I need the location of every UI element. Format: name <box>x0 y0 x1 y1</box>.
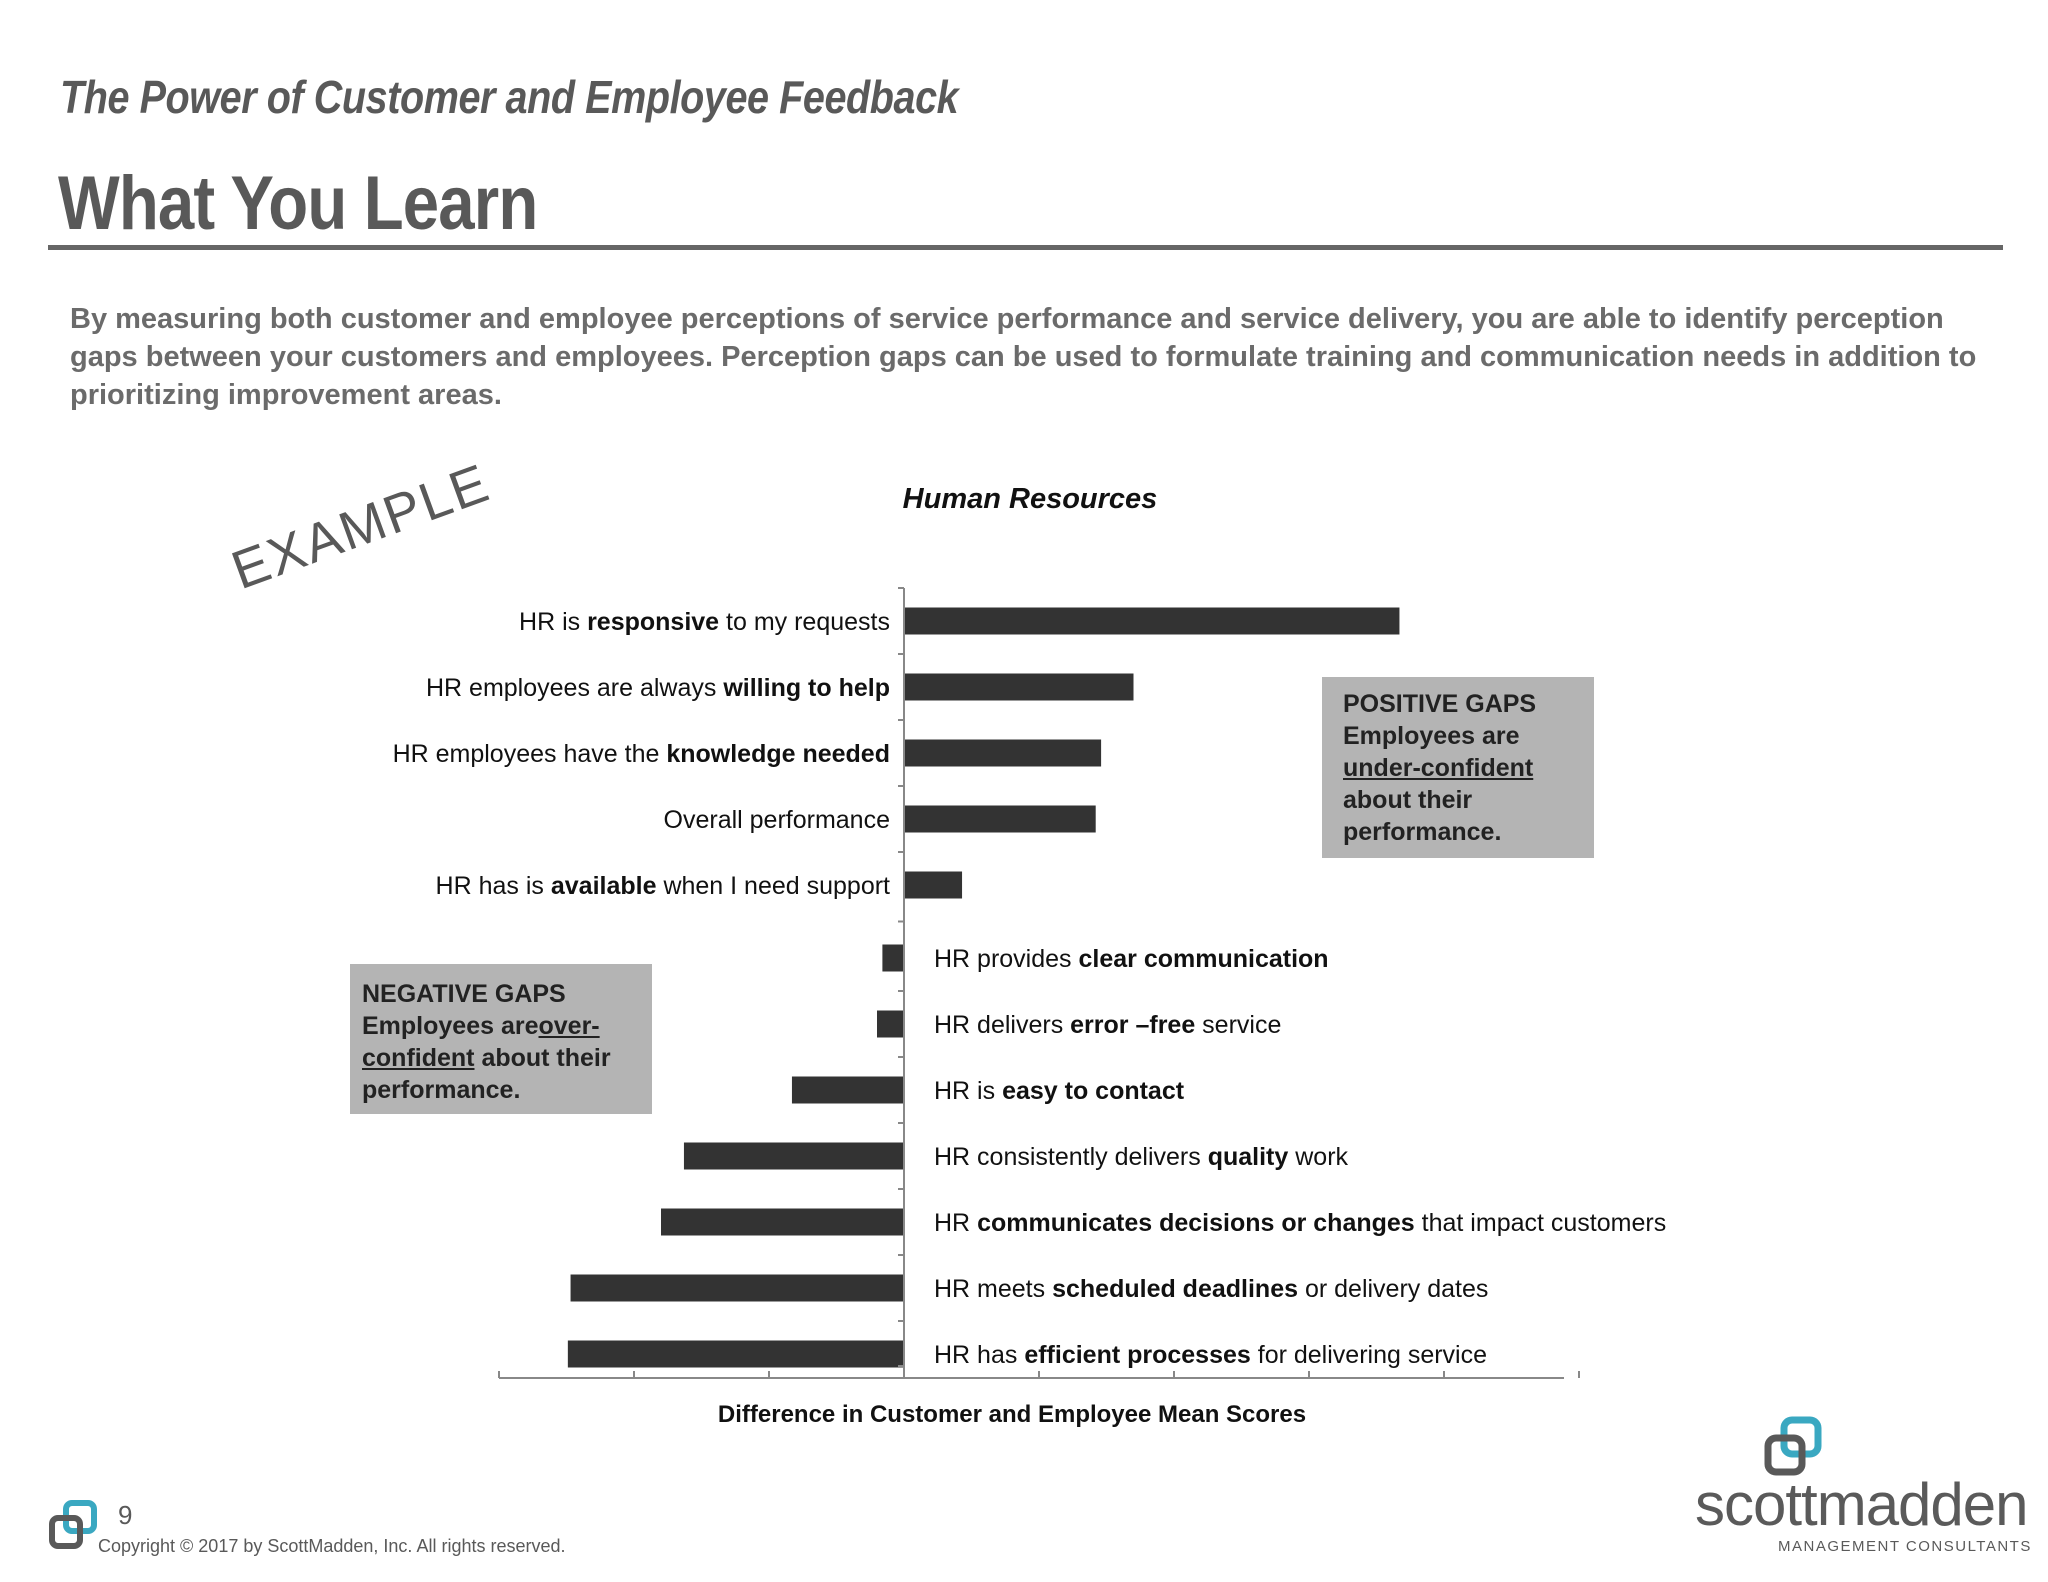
gap-bar-chart: Human Resources HR is responsive to my re… <box>393 483 1667 1428</box>
category-label-3: Overall performance <box>664 806 890 834</box>
category-label-2: HR employees have the knowledge needed <box>393 740 890 768</box>
bar-0 <box>904 607 1400 635</box>
bar-5 <box>882 944 904 972</box>
title-divider <box>48 245 2003 250</box>
page-number: 9 <box>118 1500 133 1530</box>
logo-tagline: MANAGEMENT CONSULTANTS <box>1778 1538 2032 1555</box>
chart-title: Human Resources <box>903 483 1158 515</box>
intro-paragraph: By measuring both customer and employee … <box>70 303 1977 411</box>
x-axis-label: Difference in Customer and Employee Mean… <box>718 1401 1306 1428</box>
category-label-1: HR employees are always willing to help <box>426 674 890 702</box>
category-label-4: HR has is available when I need support <box>436 872 891 900</box>
bar-2 <box>904 739 1102 767</box>
category-label-9: HR communicates decisions or changes tha… <box>934 1209 1666 1237</box>
logo-icon <box>1764 1416 1822 1476</box>
bar-7 <box>791 1076 904 1104</box>
bar-6 <box>877 1010 904 1038</box>
deck-subtitle: The Power of Customer and Employee Feedb… <box>60 71 959 123</box>
negative-gaps-underlined-a: over- <box>538 1012 600 1040</box>
positive-gaps-heading: POSITIVE GAPS <box>1343 690 1537 718</box>
bar-1 <box>904 673 1134 701</box>
bar-10 <box>570 1274 904 1302</box>
copyright-text: Copyright © 2017 by ScottMadden, Inc. Al… <box>98 1536 566 1556</box>
bar-11 <box>567 1340 904 1368</box>
bar-4 <box>904 871 963 899</box>
page-title: What You Learn <box>58 161 538 246</box>
category-label-7: HR is easy to contact <box>934 1077 1185 1105</box>
negative-gaps-underlined-b: confident <box>362 1044 475 1072</box>
negative-gaps-line-3: performance. <box>362 1076 521 1104</box>
category-label-6: HR delivers error –free service <box>934 1011 1281 1039</box>
positive-gaps-line-4: performance. <box>1343 818 1502 846</box>
category-label-11: HR has efficient processes for deliverin… <box>934 1341 1487 1369</box>
positive-gaps-line-1: Employees are <box>1343 722 1520 750</box>
scottmadden-icon <box>49 1500 97 1549</box>
bar-8 <box>683 1142 904 1170</box>
category-label-8: HR consistently delivers quality work <box>934 1143 1349 1171</box>
logo-wordmark: scottmadden <box>1695 1471 2029 1538</box>
negative-gaps-callout: NEGATIVE GAPS Employees areover- confide… <box>350 964 652 1114</box>
category-label-5: HR provides clear communication <box>934 945 1329 973</box>
negative-gaps-heading: NEGATIVE GAPS <box>362 980 566 1008</box>
bar-3 <box>904 805 1096 833</box>
category-label-10: HR meets scheduled deadlines or delivery… <box>934 1275 1488 1303</box>
negative-gaps-line-1: Employees are <box>362 1012 539 1040</box>
bar-9 <box>661 1208 904 1236</box>
positive-gaps-callout: POSITIVE GAPS Employees are under-confid… <box>1322 677 1594 858</box>
positive-gaps-line-3: about their <box>1343 786 1473 814</box>
category-label-0: HR is responsive to my requests <box>519 608 890 636</box>
negative-gaps-line-2-rest: about their <box>474 1044 611 1072</box>
positive-gaps-underlined: under-confident <box>1343 754 1534 782</box>
